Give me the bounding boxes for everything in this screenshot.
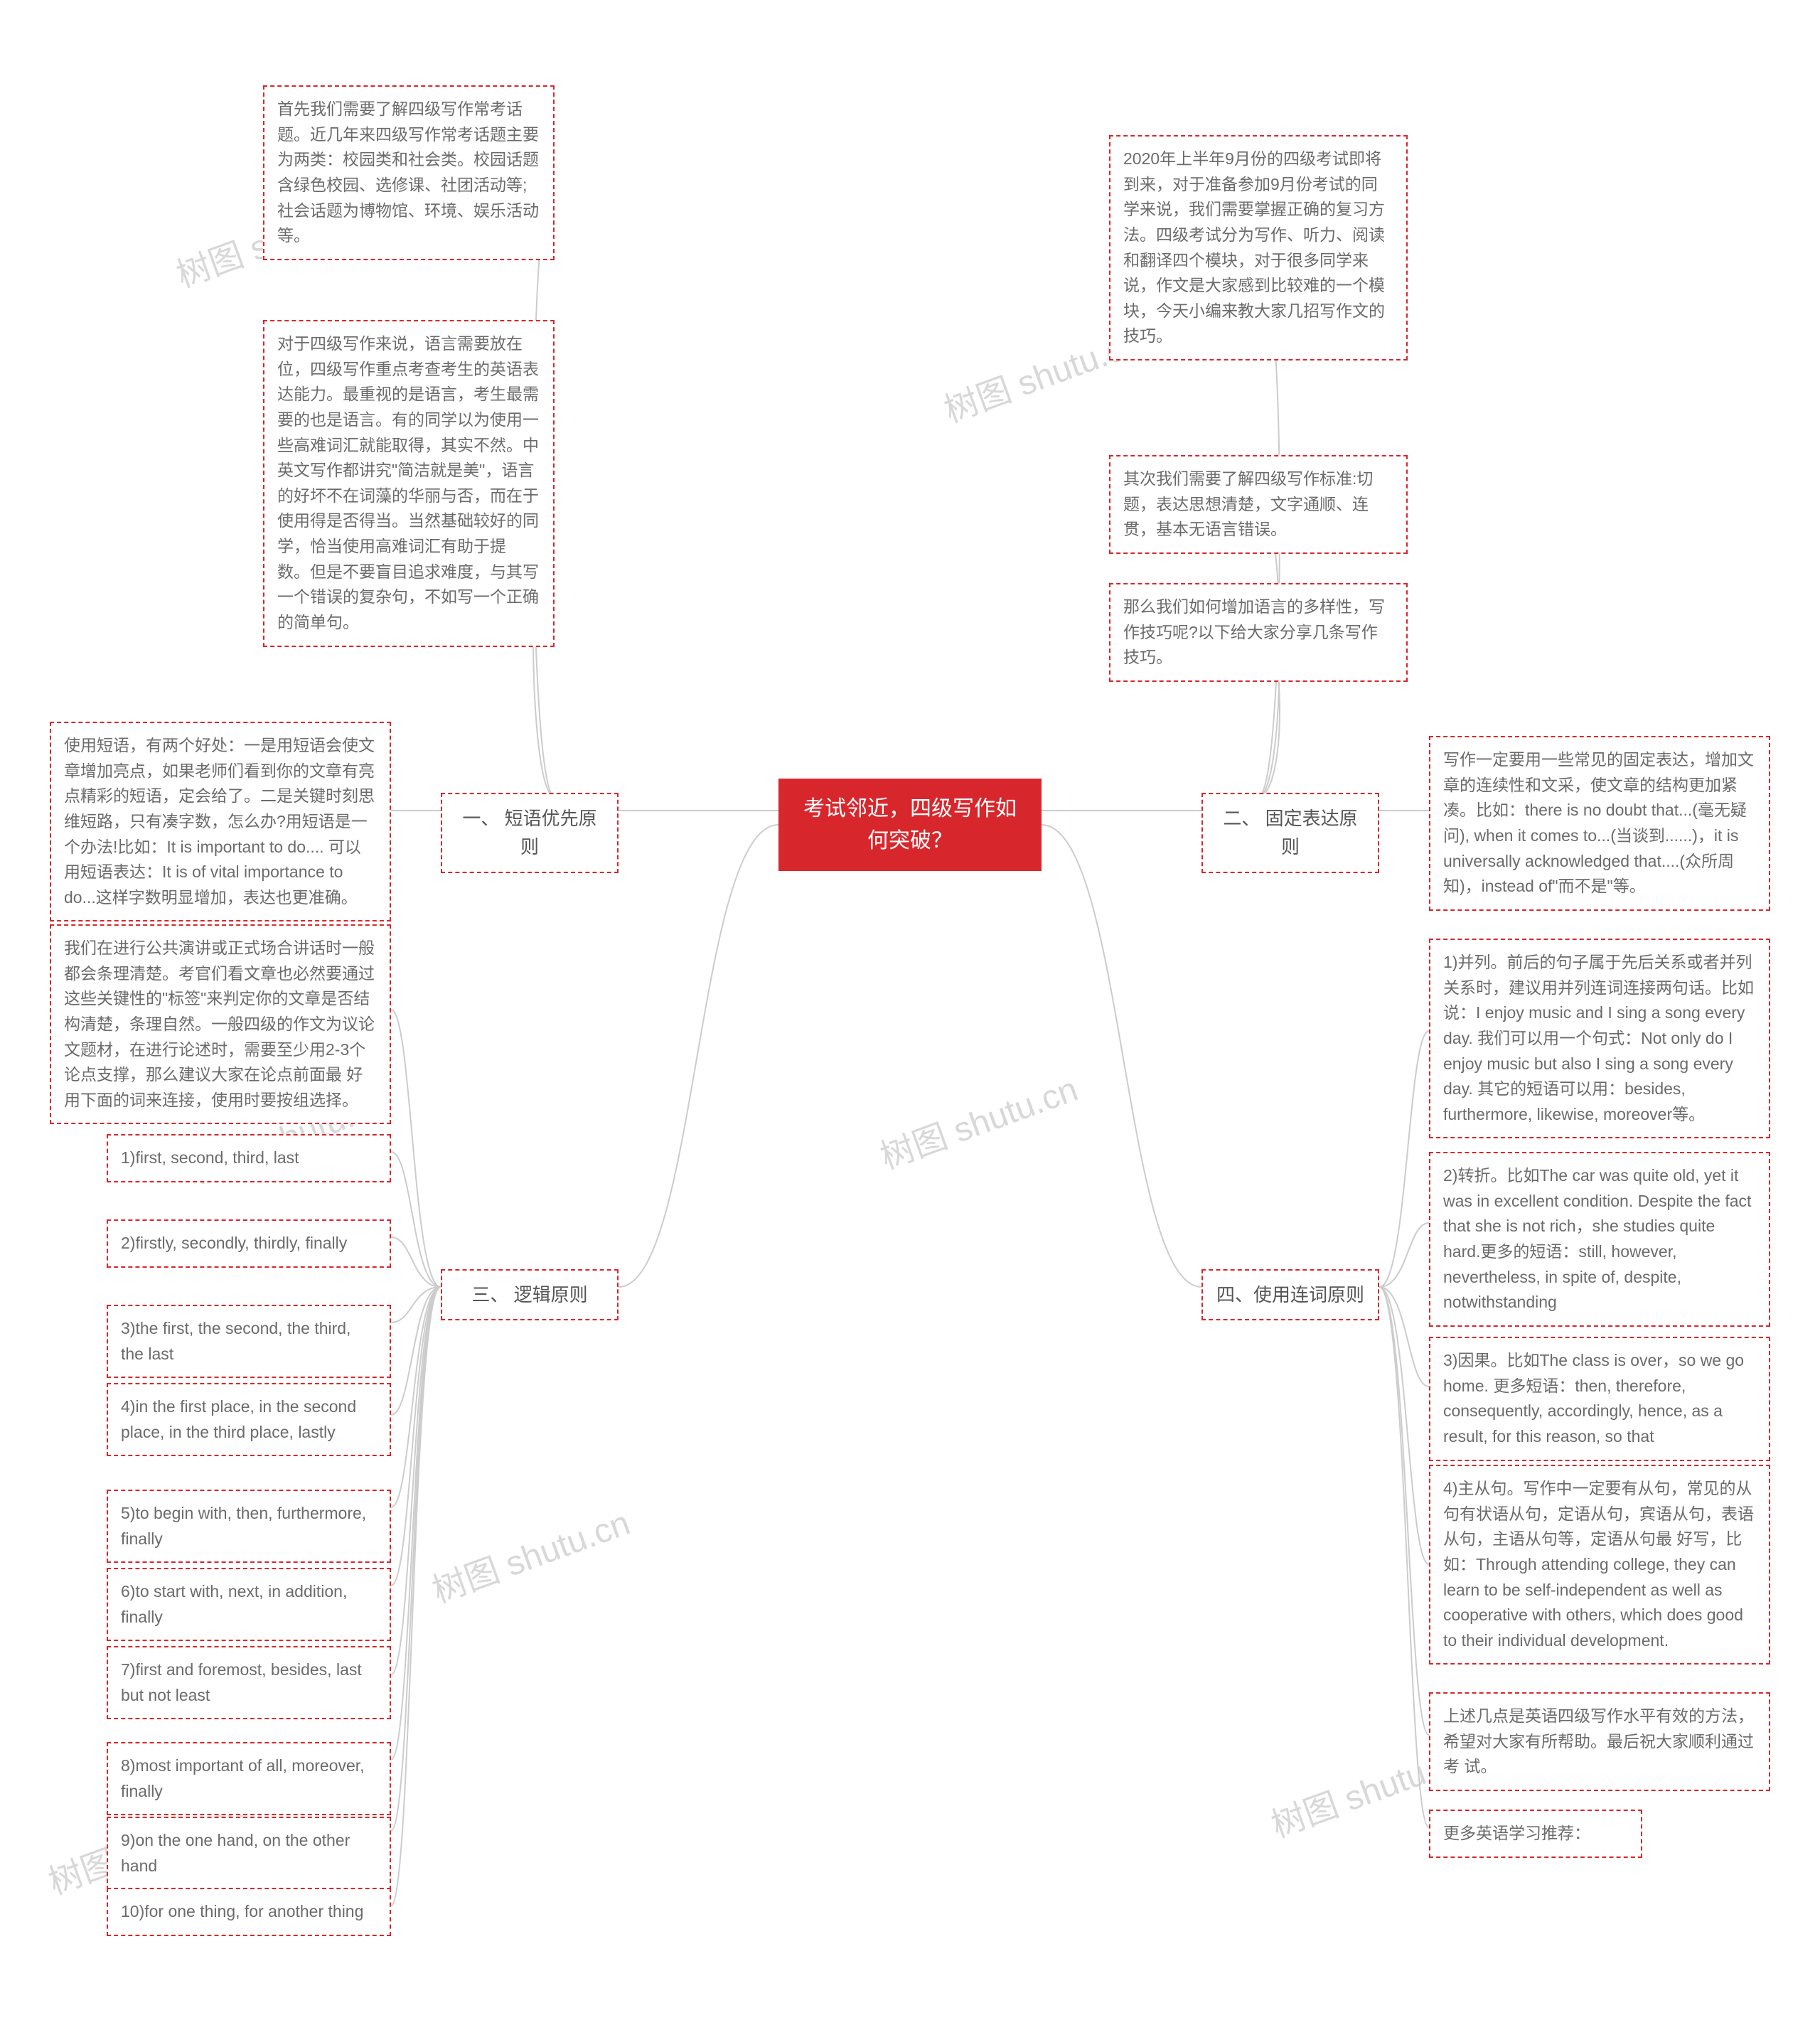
b4-item-1: 1)并列。前后的句子属于先后关系或者并列关系时，建议用并列连词连接两句话。比如说… (1429, 939, 1770, 1138)
right-intro-3: 那么我们如何增加语言的多样性，写作技巧呢?以下给大家分享几条写作技巧。 (1109, 583, 1408, 682)
b3-item-4: 4)in the first place, in the second plac… (107, 1383, 391, 1456)
conclusion-2: 更多英语学习推荐： (1429, 1810, 1642, 1858)
root-node: 考试邻近，四级写作如何突破？ (778, 779, 1042, 871)
b3-item-1: 1)first, second, third, last (107, 1134, 391, 1182)
branch-4: 四、使用连词原则 (1201, 1269, 1379, 1320)
intro-box-1: 首先我们需要了解四级写作常考话题。近几年来四级写作常考话题主要为两类：校园类和社… (263, 85, 555, 260)
b2-leaf: 写作一定要用一些常见的固定表达，增加文章的连续性和文采，使文章的结构更加紧凑。比… (1429, 736, 1770, 911)
right-intro-1: 2020年上半年9月份的四级考试即将到来，对于准备参加9月份考试的同学来说，我们… (1109, 135, 1408, 360)
branch-2: 二、 固定表达原则 (1201, 793, 1379, 873)
right-intro-2: 其次我们需要了解四级写作标准:切题，表达思想清楚，文字通顺、连贯，基本无语言错误… (1109, 455, 1408, 554)
branch-3: 三、 逻辑原则 (441, 1269, 619, 1320)
b3-item-10: 10)for one thing, for another thing (107, 1888, 391, 1936)
b3-item-5: 5)to begin with, then, furthermore, fina… (107, 1490, 391, 1563)
b1-leaf: 使用短语，有两个好处：一是用短语会使文章增加亮点，如果老师们看到你的文章有亮点精… (50, 722, 391, 921)
watermark: 树图 shutu.cn (424, 1495, 636, 1612)
intro-box-2: 对于四级写作来说，语言需要放在位，四级写作重点考查考生的英语表达能力。最重视的是… (263, 320, 555, 647)
b3-item-2: 2)firstly, secondly, thirdly, finally (107, 1219, 391, 1268)
b4-item-3: 3)因果。比如The class is over，so we go home. … (1429, 1337, 1770, 1461)
b4-item-4: 4)主从句。写作中一定要有从句，常见的从句有状语从句，定语从句，宾语从句，表语从… (1429, 1465, 1770, 1665)
b4-item-2: 2)转折。比如The car was quite old, yet it was… (1429, 1152, 1770, 1327)
b3-item-3: 3)the first, the second, the third, the … (107, 1305, 391, 1378)
branch-1: 一、 短语优先原则 (441, 793, 619, 873)
b3-item-9: 9)on the one hand, on the other hand (107, 1817, 391, 1890)
b3-item-7: 7)first and foremost, besides, last but … (107, 1646, 391, 1719)
watermark: 树图 shutu.cn (872, 1061, 1083, 1178)
b3-intro: 我们在进行公共演讲或正式场合讲话时一般都会条理清楚。考官们看文章也必然要通过这些… (50, 924, 391, 1124)
b3-item-8: 8)most important of all, moreover, final… (107, 1742, 391, 1815)
b3-item-6: 6)to start with, next, in addition, fina… (107, 1568, 391, 1641)
conclusion-1: 上述几点是英语四级写作水平有效的方法，希望对大家有所帮助。最后祝大家顺利通过 考… (1429, 1692, 1770, 1791)
